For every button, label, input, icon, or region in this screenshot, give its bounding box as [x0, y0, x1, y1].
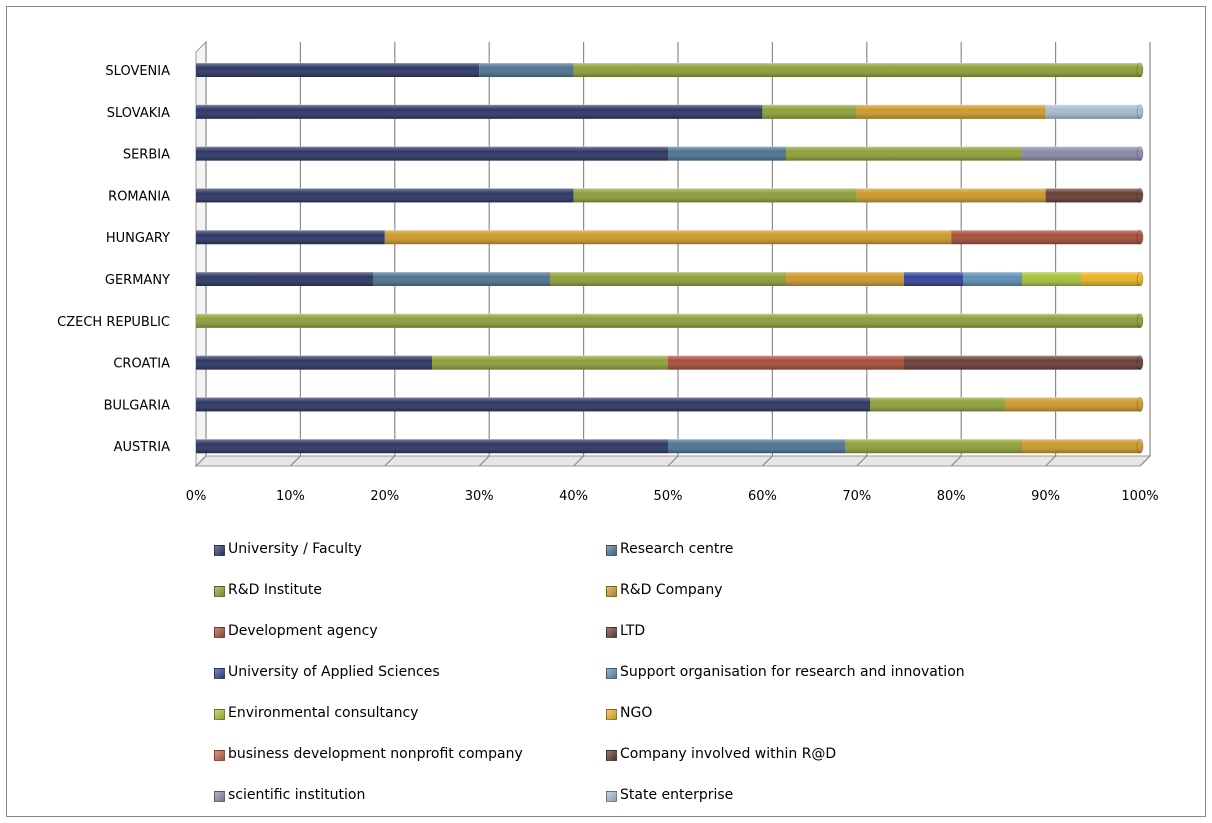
bar-segment-shade	[196, 397, 871, 412]
bar-segment-shade	[196, 63, 480, 77]
bar-segment-shade	[196, 313, 1140, 328]
x-tick-label: 20%	[370, 489, 399, 504]
bar-segment-shade	[1022, 272, 1081, 286]
bar-segment-shade	[1081, 272, 1140, 286]
gridline-floor	[1045, 455, 1057, 467]
x-tick-label: 90%	[1031, 489, 1060, 504]
bar-segment-shade	[1022, 146, 1140, 161]
x-tick-label: 70%	[842, 489, 871, 504]
x-tick-label: 60%	[748, 489, 777, 504]
bar-segment-shade	[1022, 439, 1140, 454]
gridline-floor	[1139, 455, 1151, 467]
bar-segment-shade	[668, 355, 904, 370]
bar-segment-shade	[432, 355, 668, 370]
bar-segment-shade	[196, 146, 668, 161]
category-label: CROATIA	[113, 357, 170, 372]
bar-segment-shade	[904, 272, 963, 286]
category-label: SLOVAKIA	[107, 106, 170, 121]
bar-cap-shade	[1137, 104, 1143, 119]
bar-segment-shade	[196, 188, 574, 203]
bar-segment-shade	[196, 230, 385, 245]
bar-segment-shade	[196, 439, 668, 454]
bar-segment-shade	[963, 272, 1022, 286]
x-tick-label: 100%	[1121, 489, 1158, 504]
x-tick-label: 10%	[276, 489, 305, 504]
bar-cap-shade	[1137, 397, 1143, 412]
gridline-floor	[573, 455, 585, 467]
category-label: HUNGARY	[106, 231, 170, 246]
category-label: SLOVENIA	[105, 64, 170, 79]
bar-segment-shade	[668, 439, 845, 454]
bar-segment-shade	[904, 355, 1140, 370]
bar-cap-shade	[1137, 146, 1143, 161]
bar-segment-shade	[550, 272, 786, 286]
bar-segment-shade	[845, 439, 1022, 454]
bar-segment-shade	[384, 230, 952, 245]
x-tick-label: 50%	[654, 489, 683, 504]
bar-cap-shade	[1137, 230, 1143, 245]
x-tick-label: 80%	[937, 489, 966, 504]
bar-segment-shade	[668, 146, 786, 161]
bar-segment-shade	[1045, 104, 1140, 119]
bar-segment-shade	[786, 272, 904, 286]
bar-segment-shade	[1045, 188, 1140, 203]
bar-segment-shade	[870, 397, 1006, 412]
x-tick-label: 0%	[186, 489, 207, 504]
bar-cap-shade	[1137, 188, 1143, 203]
label-layer: 0% 10% 20% 30% 40% 50% 60% 70% 80% 90% 100% SLOVENI…	[57, 64, 1158, 504]
bar-segment-shade	[856, 188, 1046, 203]
bar-segment-shade	[196, 104, 763, 119]
bar-segment-shade	[196, 272, 373, 286]
bar-cap-shade	[1137, 63, 1143, 77]
bar-segment-shade	[573, 63, 1140, 77]
bar-segment-shade	[786, 146, 1022, 161]
gridline-floor	[478, 455, 490, 467]
bar-cap-shade	[1137, 439, 1143, 454]
gridline-floor	[667, 455, 679, 467]
bar-segment-shade	[856, 104, 1046, 119]
category-label: ROMANIA	[108, 189, 170, 204]
category-label: AUSTRIA	[114, 440, 170, 455]
bar-cap-shade	[1137, 272, 1143, 286]
bar-cap-shade	[1137, 355, 1143, 370]
gridline-floor	[289, 455, 301, 467]
bar-segment-shade	[951, 230, 1140, 245]
bar-segment-shade	[573, 188, 857, 203]
bar-segment-shade	[196, 355, 432, 370]
category-label: GERMANY	[105, 273, 170, 288]
bar-segment-shade	[1005, 397, 1140, 412]
x-tick-label: 40%	[559, 489, 588, 504]
gridline-floor	[761, 455, 773, 467]
category-label: SERBIA	[123, 148, 170, 163]
bar-cap-shade	[1137, 313, 1143, 328]
category-label: BULGARIA	[104, 398, 171, 413]
gridline-floor	[195, 455, 207, 467]
gridline-floor	[384, 455, 396, 467]
bar-segment-shade	[373, 272, 550, 286]
x-tick-label: 30%	[465, 489, 494, 504]
gridline-floor	[950, 455, 962, 467]
bar-segment-shade	[479, 63, 574, 77]
bar-segment-shade	[762, 104, 857, 119]
gridline-floor	[856, 455, 868, 467]
category-label: CZECH REPUBLIC	[57, 315, 170, 330]
bar-layer	[196, 62, 1144, 454]
